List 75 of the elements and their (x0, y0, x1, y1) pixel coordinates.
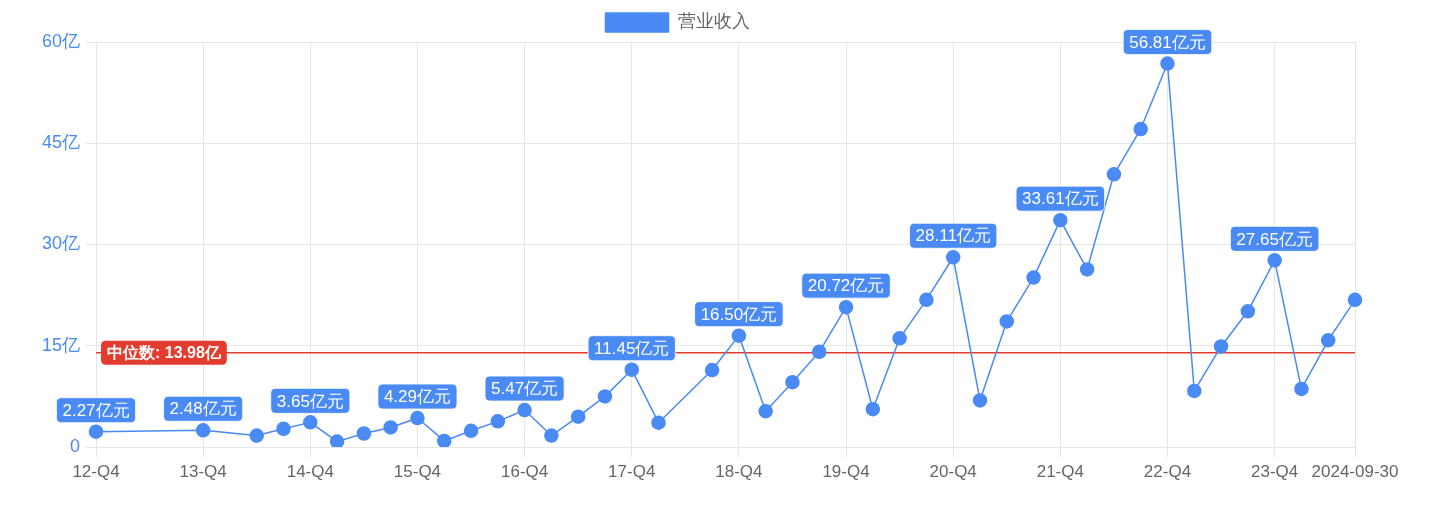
point (892, 331, 907, 346)
point (1133, 121, 1148, 137)
point (651, 415, 666, 430)
point (1320, 333, 1336, 348)
data-label: 3.65亿元 (276, 391, 344, 411)
point (1267, 253, 1282, 268)
point (999, 314, 1015, 329)
point (919, 292, 934, 308)
point (704, 362, 720, 378)
data-label: 56.81亿元 (1129, 32, 1206, 52)
x-tick-label: 21-Q4 (1036, 461, 1084, 481)
x-tick-label: 15-Q4 (393, 461, 442, 481)
x-tick-label: 2024-09-30 (1311, 461, 1399, 481)
data-label: 2.27亿元 (62, 400, 130, 420)
y-tick-label: 15亿 (41, 334, 80, 355)
x-tick-label: 23-Q4 (1251, 461, 1299, 481)
x-tick-label: 22-Q4 (1143, 461, 1192, 481)
point (490, 414, 506, 429)
point (758, 403, 773, 419)
data-label: 20.72亿元 (807, 276, 885, 296)
point (517, 402, 532, 418)
point (972, 393, 988, 408)
point (544, 428, 559, 443)
point (1347, 292, 1363, 308)
point (249, 428, 264, 443)
point (812, 344, 827, 360)
x-tick-label: 14-Q4 (286, 461, 334, 481)
point (785, 374, 800, 390)
x-tick-label: 18-Q4 (715, 461, 763, 481)
data-label: 27.65亿元 (1236, 229, 1313, 249)
y-tick-label: 60亿 (41, 30, 80, 51)
point (1240, 304, 1256, 319)
data-label: 4.29亿元 (383, 387, 451, 407)
x-tick-label: 17-Q4 (608, 461, 656, 481)
data-label: 28.11亿元 (915, 226, 991, 246)
x-tick-label: 20-Q4 (929, 461, 977, 481)
point (383, 420, 398, 435)
point (1187, 383, 1202, 399)
y-tick-label: 0 (69, 435, 80, 456)
point (945, 250, 961, 265)
point (303, 415, 318, 430)
data-label: 16.50亿元 (700, 304, 778, 324)
point (1160, 56, 1175, 71)
x-tick-label: 19-Q4 (822, 461, 870, 481)
point (463, 423, 479, 439)
y-tick-label: 30亿 (41, 233, 80, 254)
data-label: 2.48亿元 (169, 399, 237, 419)
point (570, 409, 586, 424)
legend-label: 营业收入 (677, 11, 750, 32)
data-label: 11.45亿元 (594, 338, 670, 358)
point (276, 421, 291, 437)
point (410, 410, 425, 426)
point (1213, 339, 1229, 354)
point (838, 299, 854, 315)
point (1026, 270, 1041, 285)
point (1294, 381, 1309, 397)
point (356, 426, 372, 441)
y-tick-label: 45亿 (41, 132, 80, 153)
x-tick-label: 12-Q4 (72, 461, 120, 481)
x-tick-label: 16-Q4 (500, 461, 549, 481)
ref-line-label: 中位数: 13.98亿 (107, 344, 222, 362)
point (1079, 262, 1095, 277)
point (1053, 212, 1068, 228)
x-tick-label: 13-Q4 (179, 461, 227, 481)
point (1106, 167, 1122, 182)
point (865, 401, 881, 417)
data-label: 33.61亿元 (1022, 189, 1099, 209)
point (624, 362, 639, 377)
point (731, 328, 747, 343)
point (195, 423, 211, 438)
point (329, 434, 345, 447)
point (436, 433, 452, 447)
data-label: 5.47亿元 (491, 379, 559, 399)
point (597, 389, 613, 404)
point (88, 424, 104, 439)
